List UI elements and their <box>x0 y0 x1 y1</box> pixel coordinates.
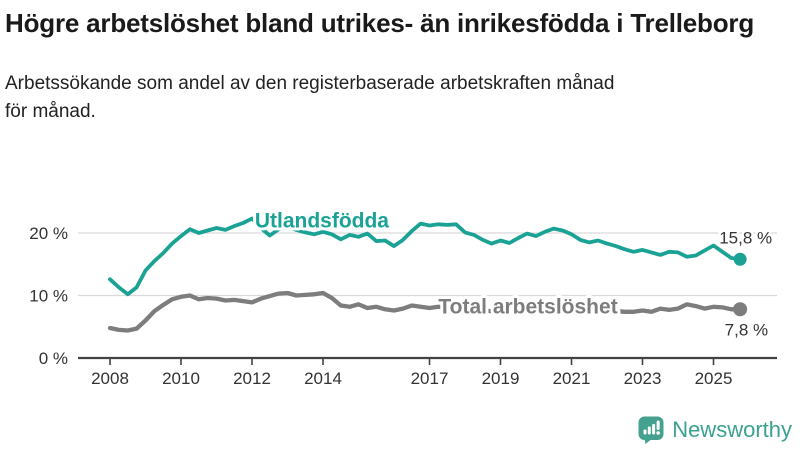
series-end-dot-utlandsfodda <box>733 252 747 266</box>
logo-exclamation-bar <box>656 420 660 430</box>
y-tick-label-20: 20 % <box>29 224 68 243</box>
x-tick-label-2023: 2023 <box>624 369 662 388</box>
x-tick-label-2017: 2017 <box>411 369 449 388</box>
newsworthy-logo-link[interactable]: Newsworthy <box>638 416 792 444</box>
series-label-utlandsfodda: Utlandsfödda <box>255 210 389 233</box>
newsworthy-logo-icon <box>638 416 664 444</box>
chart-subtitle-line1: Arbetssökande som andel av den registerb… <box>5 73 615 94</box>
x-tick-label-2021: 2021 <box>553 369 591 388</box>
chart-title-line1: Högre arbetslöshet bland utrikes- än inr… <box>5 8 624 38</box>
logo-bar-3 <box>652 424 656 435</box>
x-tick-label-2019: 2019 <box>482 369 520 388</box>
y-tick-label-10: 10 % <box>29 287 68 306</box>
series-label-total: Total arbetslöshet <box>438 295 617 318</box>
logo-bar-1 <box>643 429 647 435</box>
chart-subtitle: Arbetssökande som andel av den registerb… <box>5 70 792 126</box>
series-line-total <box>107 290 743 333</box>
chart-header: Högre arbetslöshet bland utrikes- än inr… <box>0 0 800 126</box>
end-value-label-total: 7,8 % <box>725 320 768 339</box>
y-tick-label-0: 0 % <box>39 349 68 368</box>
end-value-label-utlandsfodda: 15,8 % <box>719 228 772 247</box>
brand-name: Newsworthy <box>672 417 792 442</box>
chart-title-line2: Trelleborg <box>630 8 755 38</box>
x-tick-label-2014: 2014 <box>304 369 342 388</box>
x-tick-label-2008: 2008 <box>91 369 129 388</box>
logo-bar-2 <box>647 426 651 435</box>
chart-title: Högre arbetslöshet bland utrikes- än inr… <box>5 6 792 40</box>
series-line-utlandsfodda <box>108 216 742 297</box>
x-tick-label-2010: 2010 <box>162 369 200 388</box>
logo-exclamation-dot <box>656 431 661 435</box>
x-tick-label-2025: 2025 <box>695 369 733 388</box>
chart-subtitle-line2: för månad. <box>5 101 96 122</box>
x-tick-label-2012: 2012 <box>233 369 271 388</box>
series-end-dot-total <box>733 302 748 317</box>
